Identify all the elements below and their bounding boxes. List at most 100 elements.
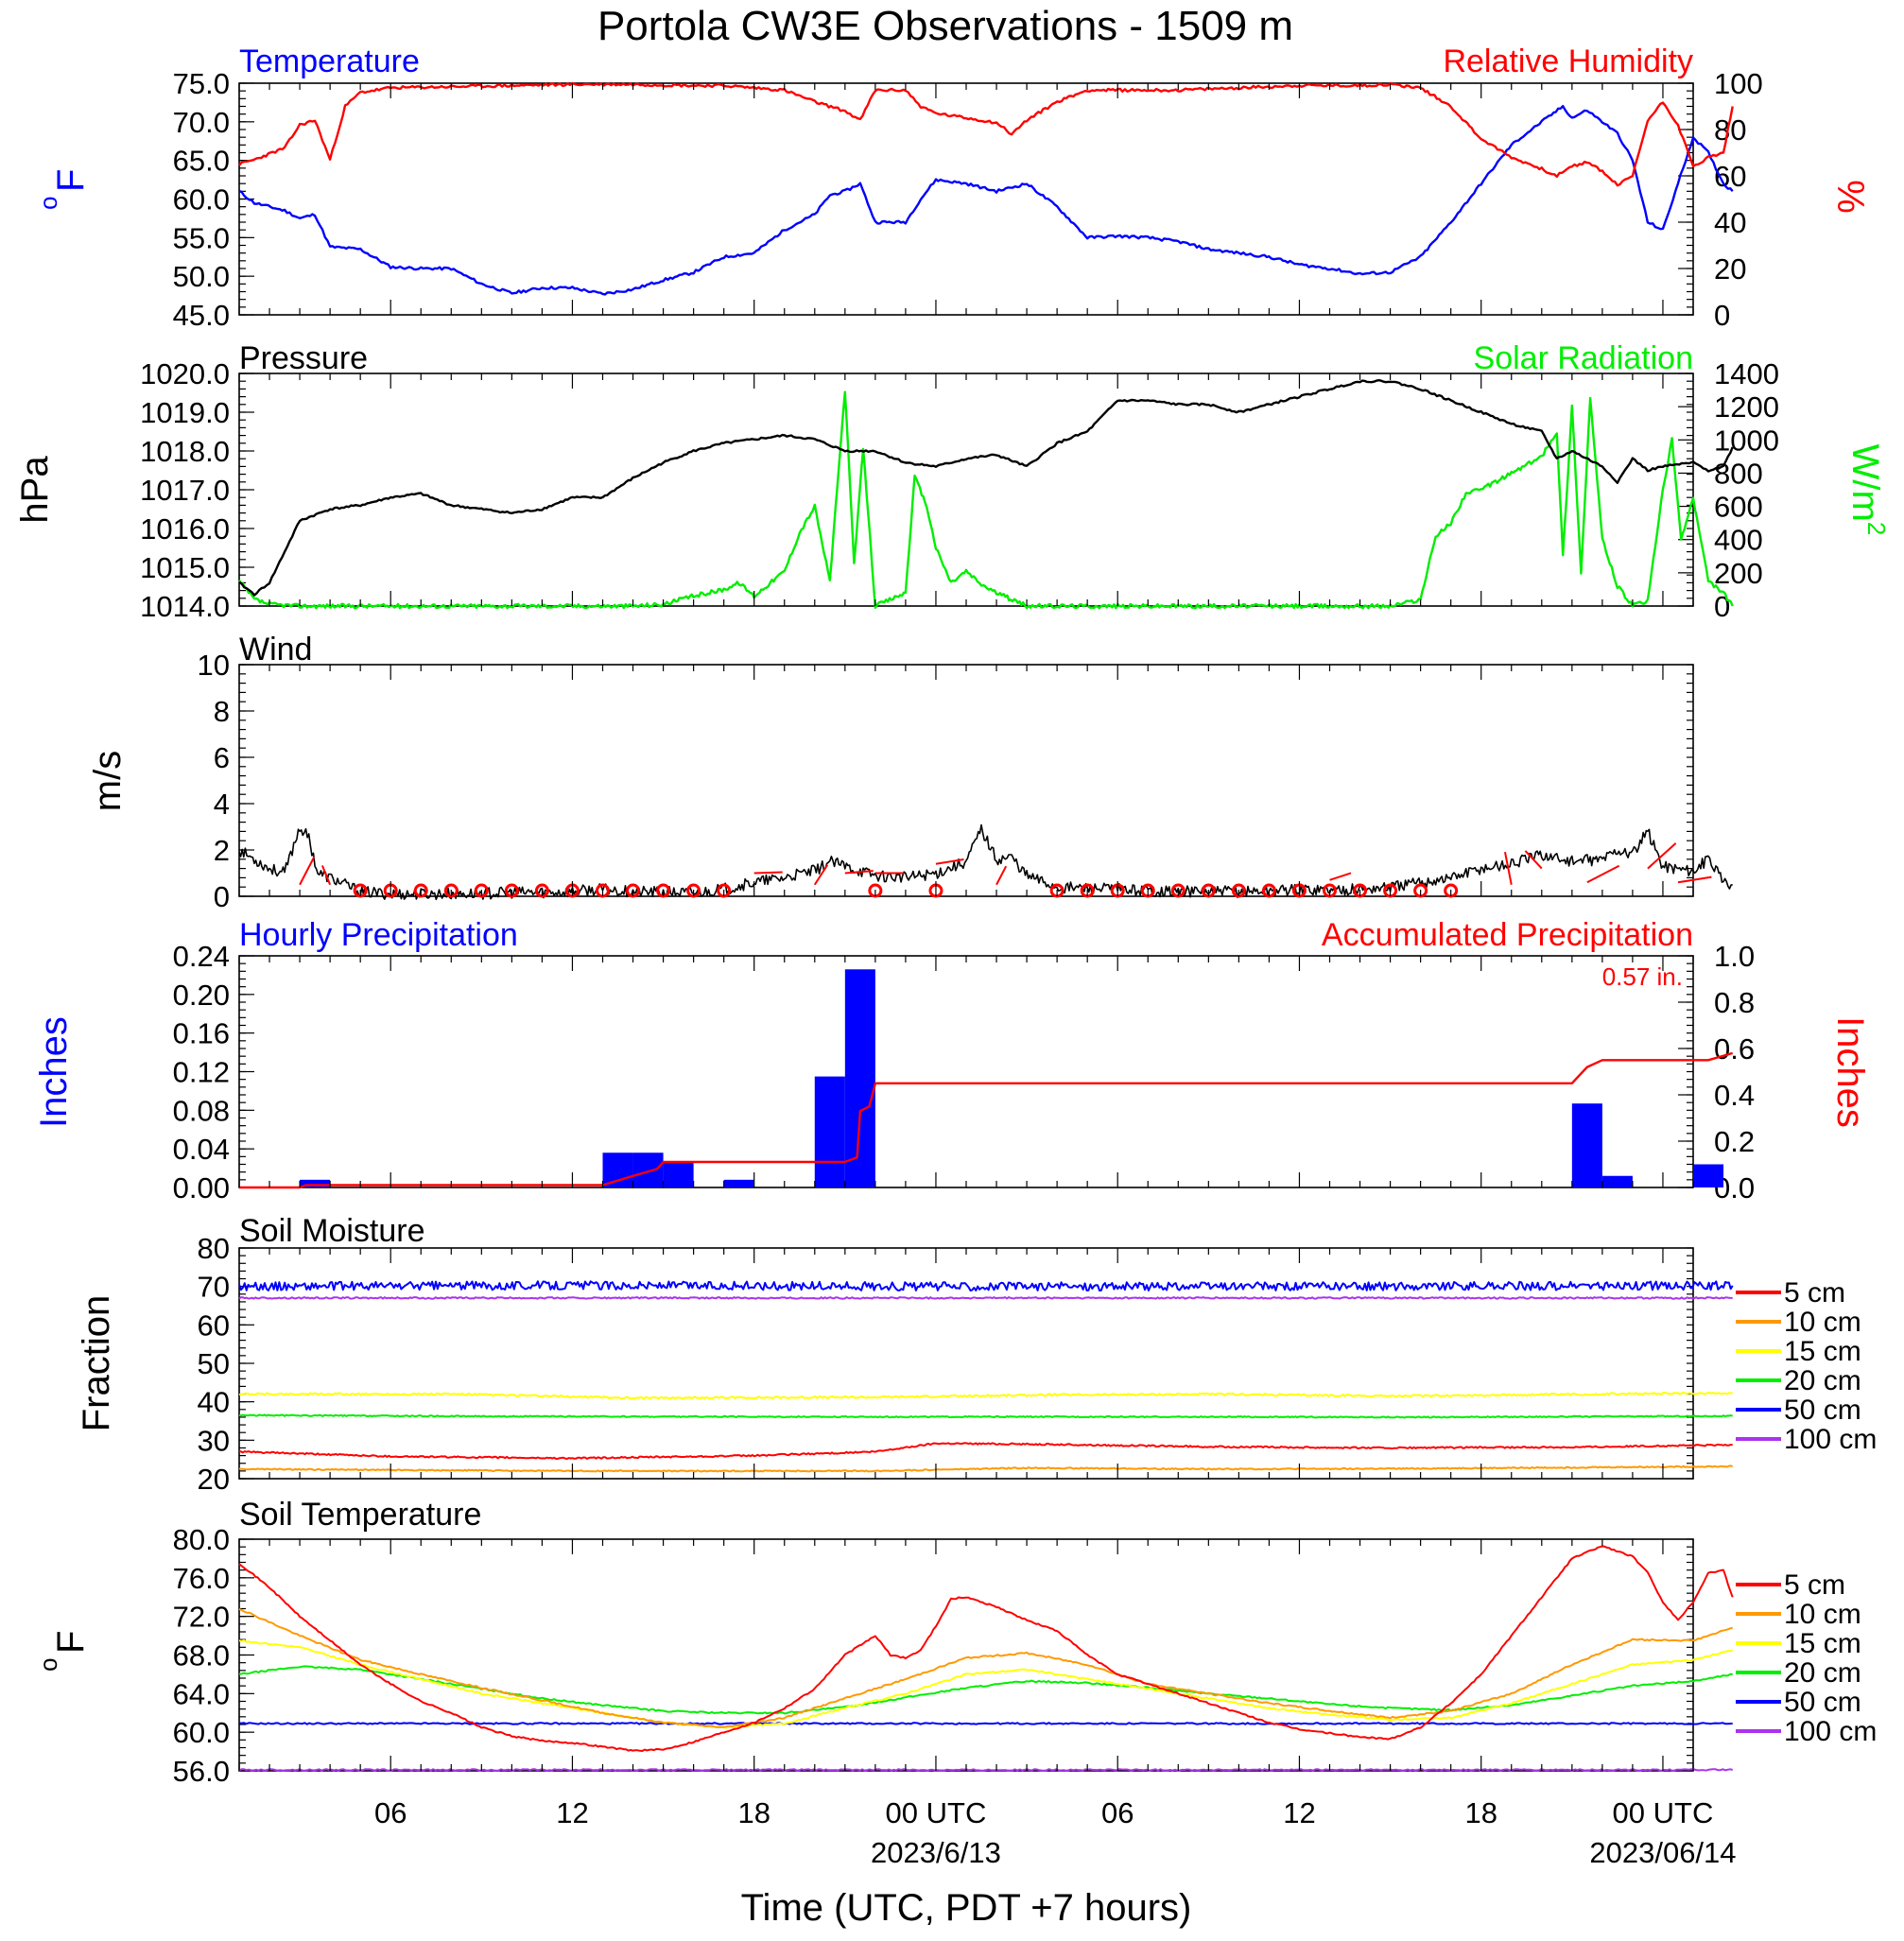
- solar-unit-label: W/m2: [1844, 444, 1891, 536]
- y-tick-label: 0.8: [1714, 986, 1755, 1019]
- rh-unit-label: %: [1829, 180, 1871, 214]
- soil-moisture-line: [239, 1442, 1733, 1460]
- y-tick-label: 70.0: [173, 106, 230, 139]
- soil-temp-unit-degree: o: [34, 1658, 62, 1672]
- precip-series: [239, 969, 1734, 1189]
- y-tick-label: 1.0: [1714, 940, 1755, 973]
- pressure-solar-series: [238, 379, 1734, 610]
- y-tick-label: 68.0: [173, 1639, 230, 1672]
- legend-label: 15 cm: [1784, 1628, 1861, 1659]
- y-tick-label: 0.12: [173, 1056, 230, 1089]
- x-tick-label: 06: [374, 1796, 407, 1829]
- y-tick-label: 30: [198, 1424, 230, 1457]
- hourly-precip-bar: [1571, 1103, 1602, 1187]
- y-tick-label: 400: [1714, 524, 1763, 557]
- wind-barb: [1524, 850, 1543, 870]
- x-tick-label: 18: [1464, 1796, 1497, 1829]
- soil-moisture-line: [238, 1391, 1733, 1400]
- y-tick-label: 2: [214, 834, 230, 867]
- y-tick-label: 0: [1714, 299, 1730, 332]
- y-tick-label: 1016.0: [140, 512, 230, 546]
- y-tick-label: 0.08: [173, 1094, 230, 1127]
- precip-right-unit: Inches: [1829, 1016, 1871, 1128]
- temp-unit-degree: o: [34, 197, 62, 210]
- x-tick-date: 2023/6/13: [871, 1836, 1001, 1869]
- legend-label: 100 cm: [1784, 1716, 1877, 1747]
- y-tick-label: 0.24: [173, 940, 230, 973]
- soil-temp-unit-label: F: [50, 1631, 92, 1654]
- wind-barb: [299, 856, 316, 886]
- panel-temp-rh: Temperature Relative Humidity 75.0 70.0 65…: [34, 43, 1871, 332]
- soil-moisture-title: Soil Moisture: [239, 1213, 425, 1249]
- y-tick-label: 0.20: [173, 979, 230, 1012]
- y-tick-label: 4: [214, 788, 230, 821]
- soil-moisture-line: [238, 1280, 1734, 1291]
- y-tick-label: 60.0: [173, 183, 230, 217]
- y-tick-label: 0.16: [173, 1017, 230, 1050]
- y-tick-label: 0.2: [1714, 1125, 1755, 1158]
- wind-series: [238, 823, 1733, 901]
- wind-barb: [1677, 875, 1712, 884]
- precip-right-ticks: 1.00.80.60.40.20.0: [1678, 940, 1755, 1204]
- soil-temp-line: [238, 1722, 1733, 1725]
- legend-label: 20 cm: [1784, 1657, 1861, 1689]
- y-tick-label: 1200: [1714, 390, 1779, 424]
- soil-temp-line: [238, 1639, 1734, 1729]
- hourly-precip-bar: [1601, 1175, 1633, 1187]
- y-tick-label: 1014.0: [140, 590, 230, 623]
- y-tick-label: 0.4: [1714, 1079, 1755, 1112]
- soil-temp-series: [238, 1545, 1734, 1772]
- soil-temp-title: Soil Temperature: [239, 1497, 481, 1533]
- wind-barb: [935, 858, 964, 865]
- temperature-title: Temperature: [239, 43, 420, 79]
- soil-moisture-line: [238, 1413, 1733, 1419]
- wind-barb: [1503, 851, 1513, 885]
- hourly-precip-bar: [300, 1179, 331, 1187]
- hourly-precip-title: Hourly Precipitation: [239, 917, 518, 953]
- precip-frame: [238, 955, 1694, 1188]
- legend-label: 15 cm: [1784, 1336, 1861, 1367]
- x-tick-label: 00 UTC: [1613, 1796, 1714, 1829]
- legend-label: 20 cm: [1784, 1365, 1861, 1396]
- panel-wind: Wind 10 8 6 4 2 0 m/s: [87, 632, 1733, 913]
- y-tick-label: 20: [1714, 252, 1746, 286]
- y-tick-label: 1020.0: [140, 357, 230, 390]
- y-tick-label: 10: [198, 649, 230, 682]
- temperature-line: [238, 104, 1734, 296]
- precip-left-ticks: 0.24 0.20 0.16 0.12 0.08 0.04 0.00: [173, 940, 1693, 1204]
- legend-label: 5 cm: [1784, 1277, 1845, 1308]
- soil-moisture-ticks: 80 70 60 50 40 30 20: [198, 1232, 1693, 1496]
- x-tick-label: 18: [737, 1796, 770, 1829]
- y-tick-label: 1017.0: [140, 474, 230, 507]
- temp-unit-label: F: [50, 169, 92, 192]
- wind-barb: [995, 865, 1008, 886]
- wind-title: Wind: [239, 632, 312, 667]
- hourly-precip-bar: [723, 1179, 754, 1187]
- hourly-precip-bar: [602, 1152, 633, 1187]
- hourly-precip-bar: [632, 1152, 664, 1187]
- hourly-precip-bar: [814, 1076, 845, 1187]
- panel-soil-temperature: Soil Temperature 80.0 76.0 72.0 68.0 64.0 60.…: [34, 1497, 1877, 1788]
- y-tick-label: 1000: [1714, 424, 1779, 457]
- y-tick-label: 100: [1714, 67, 1763, 100]
- y-tick-label: 80.0: [173, 1523, 230, 1556]
- hourly-precip-bar: [844, 969, 875, 1187]
- wind-barb: [844, 870, 874, 875]
- y-tick-label: 0: [214, 880, 230, 913]
- y-tick-label: 800: [1714, 457, 1763, 490]
- soil-temp-line: [238, 1545, 1734, 1752]
- legend-label: 50 cm: [1784, 1687, 1861, 1718]
- soil-moisture-line: [238, 1464, 1733, 1473]
- pressure-title: Pressure: [239, 340, 368, 376]
- y-tick-label: 45.0: [173, 299, 230, 332]
- y-tick-label: 60.0: [173, 1716, 230, 1749]
- y-tick-label: 0.00: [173, 1171, 230, 1204]
- accum-precip-title: Accumulated Precipitation: [1322, 917, 1693, 953]
- humidity-line: [238, 81, 1734, 187]
- y-tick-label: 40: [198, 1386, 230, 1419]
- y-tick-label: 1015.0: [140, 551, 230, 584]
- y-tick-label: 1400: [1714, 357, 1779, 390]
- wind-barb: [813, 864, 829, 886]
- hourly-precip-bar: [663, 1162, 694, 1187]
